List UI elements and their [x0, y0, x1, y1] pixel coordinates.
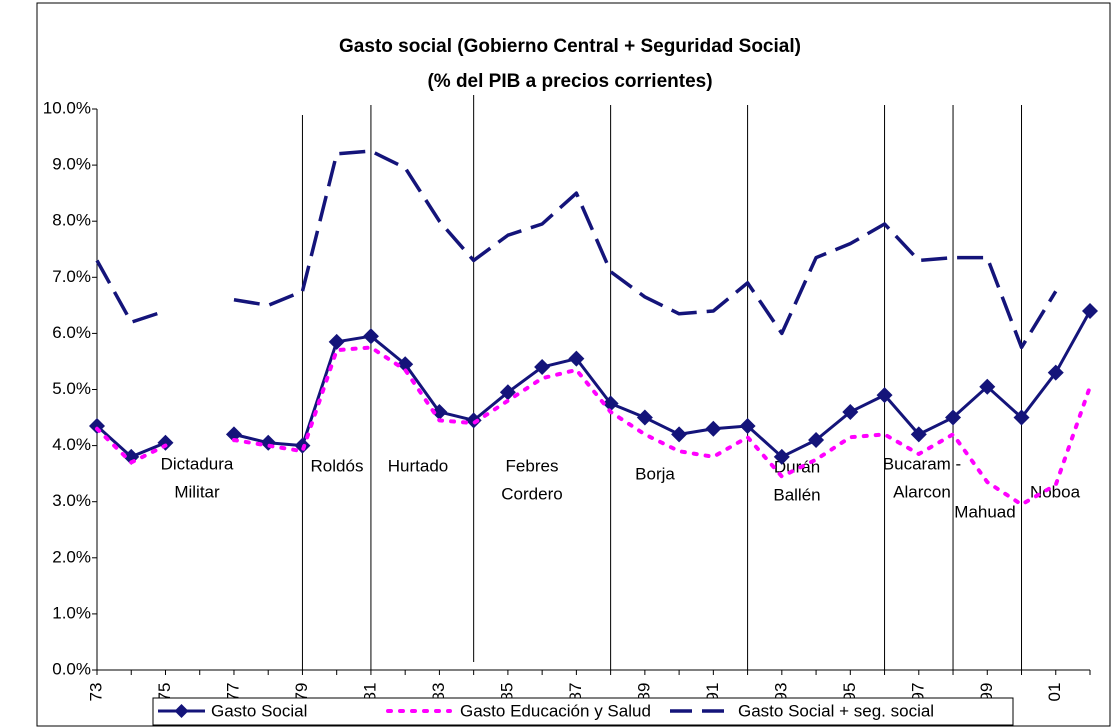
- legend-box: [152, 697, 1014, 726]
- legend-label: Gasto Social + seg. social: [738, 701, 934, 720]
- x-tick-label: 97: [908, 683, 927, 702]
- y-tick-label: 5.0%: [52, 379, 91, 398]
- data-point: [362, 328, 379, 345]
- y-tick-label: 8.0%: [52, 211, 91, 230]
- period-label: Durán: [774, 457, 820, 476]
- y-tick-label: 7.0%: [52, 267, 91, 286]
- period-label: Borja: [635, 464, 675, 483]
- y-tick-label: 6.0%: [52, 323, 91, 342]
- data-point: [705, 420, 722, 437]
- data-point: [1082, 302, 1098, 319]
- period-label: Roldós: [311, 456, 364, 475]
- legend-label: Gasto Educación y Salud: [460, 701, 651, 720]
- period-label: Ballén: [773, 485, 820, 504]
- period-label: Hurtado: [388, 456, 448, 475]
- data-point: [89, 417, 105, 434]
- x-tick-label: 85: [497, 683, 516, 702]
- y-tick-label: 3.0%: [52, 491, 91, 510]
- x-tick-label: 73: [86, 683, 105, 702]
- data-point: [225, 426, 242, 443]
- y-tick-label: 2.0%: [52, 547, 91, 566]
- data-point: [397, 356, 414, 373]
- period-label: Noboa: [1030, 482, 1081, 501]
- data-point: [1013, 409, 1030, 426]
- y-tick-label: 0.0%: [52, 659, 91, 678]
- x-tick-label: 95: [840, 683, 859, 702]
- y-tick-label: 9.0%: [52, 155, 91, 174]
- legend-label: Gasto Social: [211, 701, 307, 720]
- data-point: [157, 434, 174, 451]
- data-point: [534, 359, 551, 376]
- period-label: Alarcon: [893, 482, 951, 501]
- x-tick-label: 99: [977, 683, 996, 702]
- x-tick-label: 77: [223, 683, 242, 702]
- data-point: [945, 409, 962, 426]
- series-line: [95, 149, 1058, 350]
- period-label: Mahuad: [954, 502, 1015, 521]
- period-label: Cordero: [501, 484, 562, 503]
- x-tick-label: 79: [292, 683, 311, 702]
- data-point: [602, 395, 619, 412]
- period-label: Dictadura: [161, 454, 234, 473]
- period-label: Bucaram -: [883, 454, 961, 473]
- data-point: [431, 403, 448, 420]
- data-point: [739, 417, 756, 434]
- series-line: [95, 345, 1092, 507]
- x-tick-label: 87: [566, 683, 585, 702]
- x-tick-label: 91: [703, 683, 722, 702]
- data-point: [636, 409, 653, 426]
- data-point: [773, 448, 790, 465]
- x-tick-label: 75: [155, 683, 174, 702]
- chart-title: Gasto social (Gobierno Central + Segurid…: [339, 36, 801, 57]
- x-tick-label: 83: [429, 683, 448, 702]
- chart-border: [36, 2, 1111, 727]
- data-point: [499, 384, 516, 401]
- data-point: [979, 378, 996, 395]
- period-label: Militar: [174, 482, 220, 501]
- data-point: [671, 426, 688, 443]
- x-tick-label: 93: [771, 683, 790, 702]
- x-tick-label: 89: [634, 683, 653, 702]
- data-point: [568, 350, 585, 367]
- x-tick-label: 01: [1045, 683, 1064, 702]
- chart-subtitle: (% del PIB a precios corrientes): [427, 71, 712, 92]
- data-point: [842, 403, 859, 420]
- data-point: [465, 412, 482, 429]
- period-label: Febres: [506, 456, 559, 475]
- legend-marker: [174, 704, 189, 718]
- y-tick-label: 1.0%: [52, 603, 91, 622]
- x-tick-label: 81: [360, 683, 379, 702]
- data-point: [328, 333, 345, 350]
- y-tick-label: 10.0%: [43, 98, 91, 117]
- data-point: [910, 426, 927, 443]
- data-point: [1047, 364, 1064, 381]
- data-point: [808, 431, 825, 448]
- y-tick-label: 4.0%: [52, 435, 91, 454]
- data-point: [876, 387, 893, 404]
